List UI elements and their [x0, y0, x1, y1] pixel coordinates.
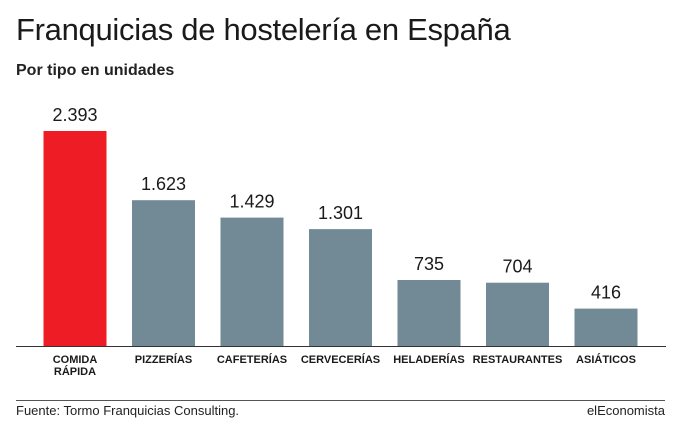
chart-title: Franquicias de hostelería en España [16, 12, 511, 47]
category-label-6: ASIÁTICOS [576, 353, 636, 366]
category-label-5: RESTAURANTES [473, 354, 563, 366]
category-label-4: HELADERÍAS [393, 353, 465, 366]
source-note: Fuente: Tormo Franquicias Consulting. [16, 403, 240, 418]
footer-divider [16, 400, 665, 401]
data-label-4: 735 [414, 254, 444, 274]
publisher-brand: elEconomista [586, 403, 665, 418]
data-label-0: 2.393 [52, 105, 97, 125]
data-label-2: 1.429 [229, 192, 274, 212]
bar-2 [220, 217, 284, 346]
data-label-5: 704 [502, 257, 532, 277]
bar-5 [486, 282, 549, 346]
category-label-0: COMIDA RÁPIDA [53, 354, 98, 378]
bar-3 [309, 229, 372, 346]
category-label-1: PIZZERÍAS [135, 353, 192, 366]
data-label-1: 1.623 [141, 174, 186, 194]
data-label-6: 416 [591, 283, 621, 303]
bar-6 [574, 308, 638, 346]
bar-1 [132, 200, 195, 346]
chart-subtitle: Por tipo en unidades [16, 62, 175, 79]
bar-4 [397, 280, 461, 346]
bar-0 [43, 131, 107, 346]
data-label-3: 1.301 [318, 203, 363, 223]
category-label-3: CERVECERÍAS [301, 353, 380, 366]
category-label-2: CAFETERÍAS [217, 353, 287, 366]
